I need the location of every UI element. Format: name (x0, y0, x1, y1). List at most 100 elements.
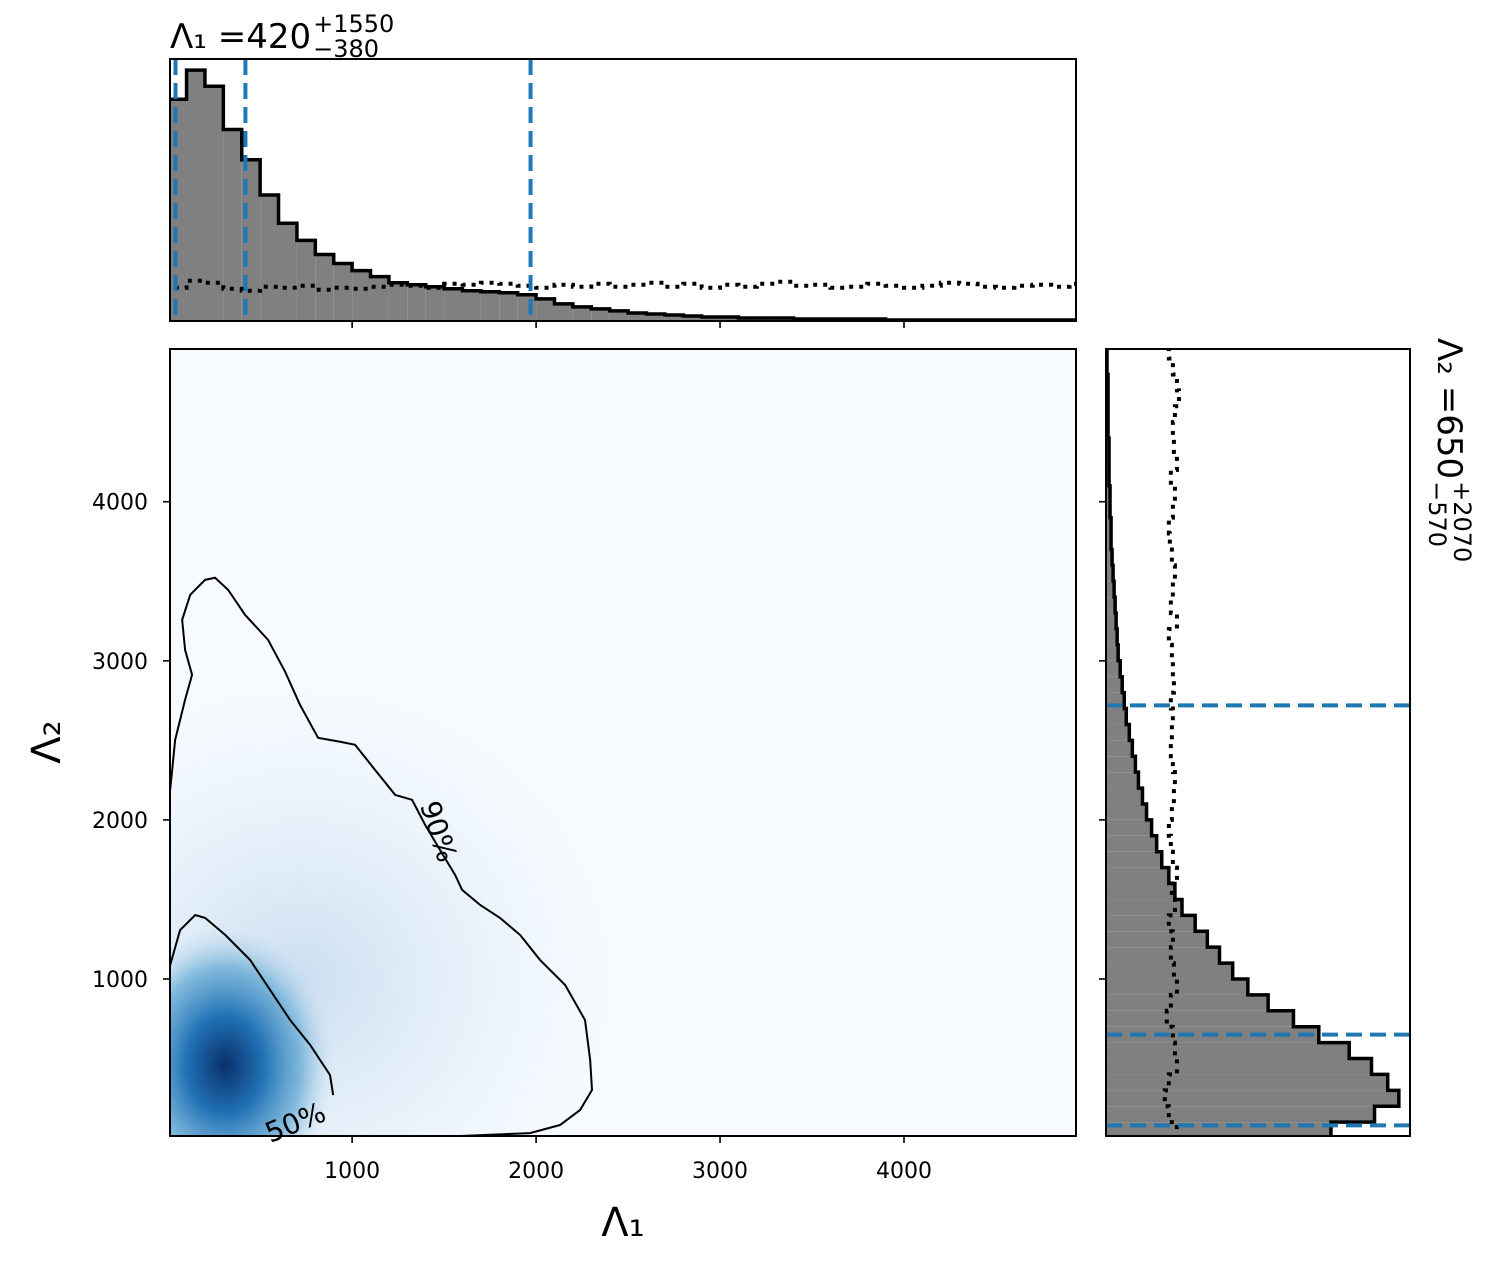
hist-bar (333, 263, 353, 321)
hist-bar (1106, 978, 1248, 995)
hist-bar (278, 223, 297, 321)
hist-bar (1106, 517, 1112, 534)
side-title: Λ₂ = 650+2070−570 (1423, 338, 1476, 562)
hist-bar (352, 270, 371, 321)
hist-bar (1106, 565, 1114, 582)
hist-bar (315, 254, 334, 321)
hist-outline (170, 68, 1076, 321)
hist-bar (1106, 915, 1196, 932)
hist-bar (591, 308, 610, 321)
hist-bar (1106, 1058, 1372, 1075)
hist-bar (1106, 867, 1169, 884)
hist-bar (1106, 1074, 1388, 1091)
y-tick-label: 4000 (92, 491, 148, 516)
hist-bar (1106, 819, 1152, 836)
hist-bar (296, 240, 316, 321)
hist-bar (1106, 899, 1182, 916)
panel-frame (169, 58, 1077, 322)
hist-bar (204, 86, 224, 321)
hist-bar (223, 129, 242, 321)
hist-bar (1106, 485, 1111, 502)
x-tick-label: 4000 (876, 1159, 932, 1184)
contours (170, 576, 594, 1136)
hist-bar (1106, 597, 1116, 614)
x-axis-label: Λ₁ (601, 1200, 644, 1246)
title-prefix: Λ₁ = (170, 17, 246, 57)
hist-bar (1106, 1090, 1399, 1107)
panel-frame (1105, 348, 1411, 1137)
histogram (1106, 349, 1410, 1136)
hist-bar (1106, 803, 1147, 820)
hist-bar (572, 306, 592, 321)
hist-bar (1106, 740, 1133, 757)
hist-bar (462, 290, 481, 321)
hist-bar (664, 314, 684, 321)
title-median: 650 (1429, 414, 1469, 479)
hist-bar (1106, 660, 1121, 677)
hist-bar (646, 313, 665, 321)
hist-bar (1106, 1106, 1375, 1123)
hist-bar (536, 298, 555, 321)
prior-line (170, 278, 1076, 321)
hist-bar (1106, 963, 1233, 979)
title-upper: +1550 (313, 10, 394, 38)
hist-bar (1106, 644, 1119, 661)
hist-bar (1106, 835, 1157, 852)
density-peak (170, 925, 335, 1136)
hist-bar (628, 312, 647, 321)
title-lower: −570 (1423, 481, 1451, 547)
hist-bar (1106, 851, 1162, 868)
hist-bar (444, 288, 463, 321)
y-axis-label: Λ₂ (24, 720, 70, 763)
hist-bar (1106, 947, 1220, 964)
hist-bar (1106, 708, 1127, 725)
hist-bar (1106, 501, 1111, 518)
x-tick-label: 3000 (692, 1159, 748, 1184)
hist-bar (1106, 613, 1117, 629)
hist-bar (609, 310, 629, 321)
hist-bar (1106, 549, 1113, 566)
hist-bar (554, 303, 573, 321)
title-prefix: Λ₂ = (1429, 338, 1469, 414)
x-tick-label: 1000 (324, 1159, 380, 1184)
hist-bar (480, 291, 500, 321)
panel-frame (169, 348, 1077, 1137)
hist-bar (1106, 1042, 1350, 1059)
hist-bar (425, 286, 445, 321)
title-median: 420 (246, 17, 311, 57)
hist-bar (186, 70, 205, 321)
hist-bar (370, 276, 389, 321)
hist-outline (1106, 349, 1401, 1136)
hist-bar (1106, 533, 1112, 550)
density (170, 349, 1076, 1136)
hist-bar (1106, 676, 1123, 693)
hist-bar (260, 195, 279, 321)
histogram (170, 59, 1076, 321)
x-tick-label: 2000 (508, 1159, 564, 1184)
hist-bar (499, 292, 518, 321)
hist-bar (1106, 994, 1269, 1011)
hist-bar (1106, 581, 1115, 598)
title-upper: +2070 (1448, 481, 1476, 562)
contour-line (170, 913, 335, 1096)
hist-bar (1106, 788, 1143, 804)
hist-bar (517, 294, 537, 321)
hist-bar (1106, 772, 1139, 789)
hist-bar (1106, 756, 1136, 773)
hist-bar (407, 284, 426, 321)
hist-bar (683, 315, 702, 321)
y-tick-label: 3000 (92, 650, 148, 675)
y-tick-label: 1000 (92, 968, 148, 993)
hist-bar (701, 316, 721, 321)
title-lower: −380 (313, 35, 379, 63)
hist-bar (1106, 883, 1175, 900)
hist-bar (1106, 724, 1130, 741)
hist-bar (1106, 628, 1118, 645)
hist-bar (1106, 1010, 1294, 1027)
y-tick-label: 2000 (92, 809, 148, 834)
hist-bar (388, 282, 408, 321)
hist-bar (1106, 931, 1208, 948)
hist-bar (720, 316, 739, 321)
contour-line (170, 576, 594, 1136)
